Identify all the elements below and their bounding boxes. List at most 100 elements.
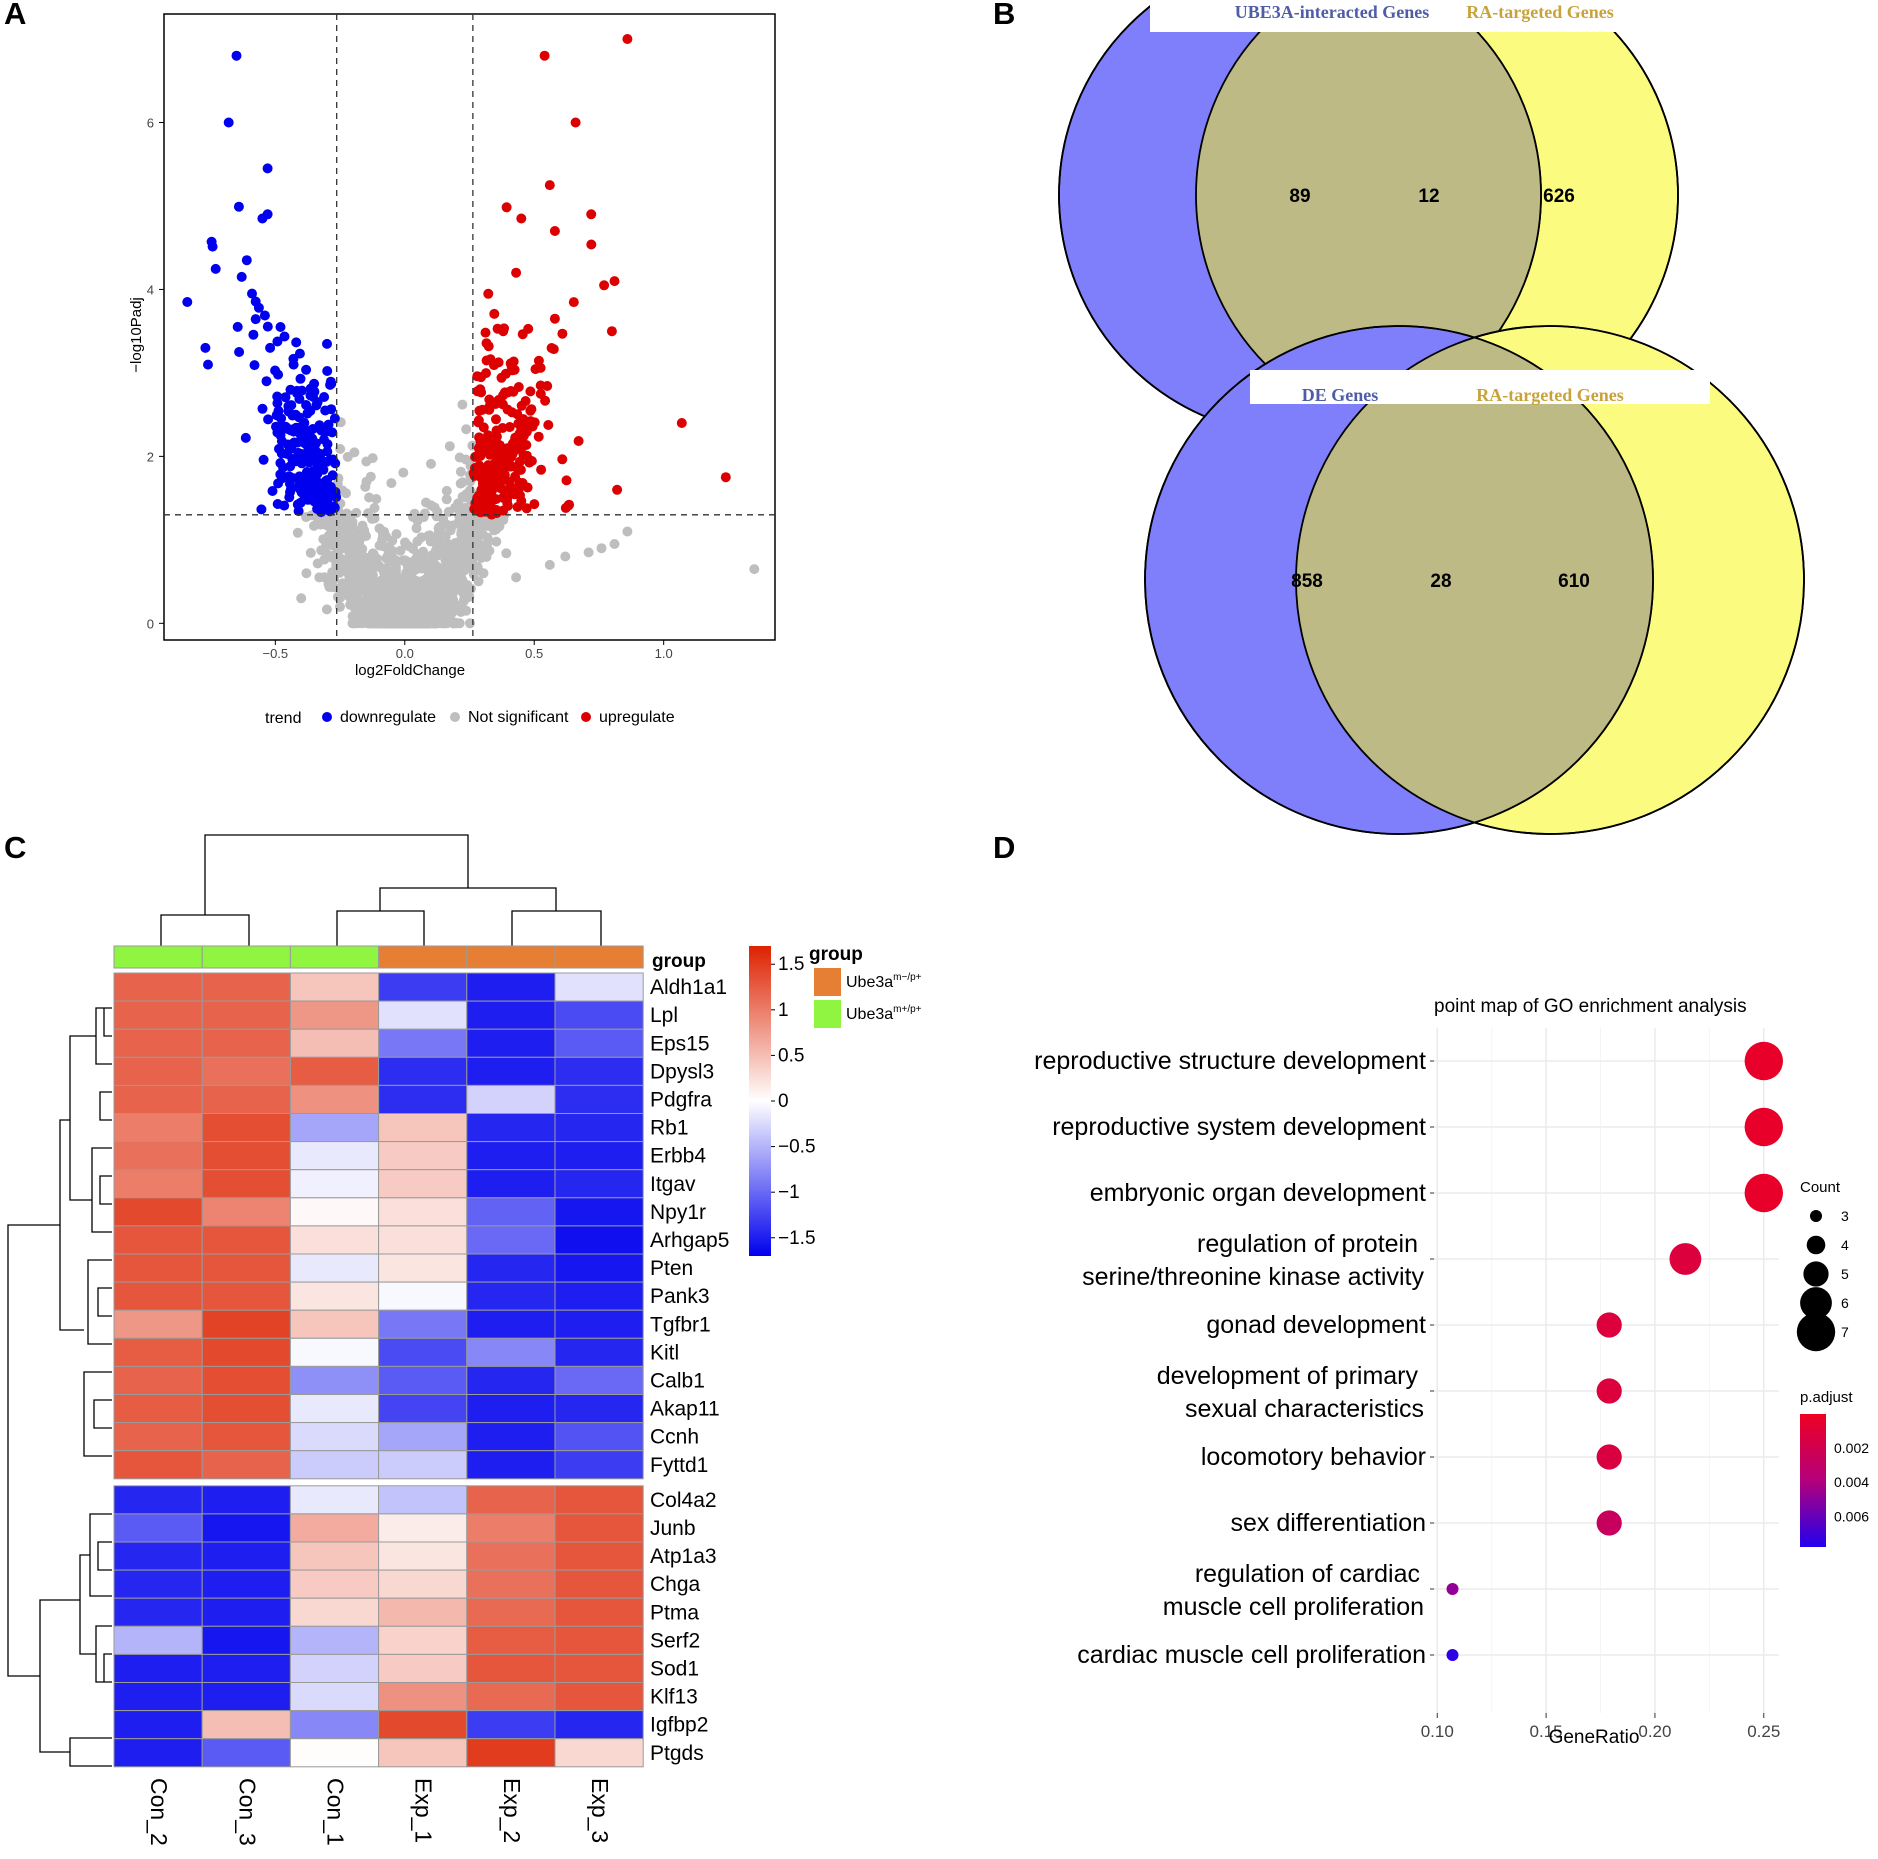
heatmap-cell (554, 1597, 644, 1627)
gene-point (335, 444, 346, 454)
gene-point (306, 491, 317, 502)
count-legend-label: 6 (1841, 1295, 1849, 1311)
heatmap-cell (554, 1309, 644, 1339)
gene-point (250, 296, 261, 307)
heatmap-cell (201, 1569, 291, 1599)
legend-key-down (322, 712, 332, 722)
gene-point (386, 478, 397, 489)
gene-point-upregulate (622, 34, 633, 44)
gene-point (287, 454, 298, 464)
heatmap-cell (466, 1281, 556, 1311)
volcano-x-ticks: −0.5 0.0 0.5 1.0 (262, 640, 673, 661)
heatmap-cell (378, 1450, 468, 1480)
heatmap-cell (289, 1141, 380, 1171)
heatmap-cell (113, 972, 203, 1002)
gene-point (267, 486, 278, 496)
heatmap-cell (554, 1513, 644, 1543)
heatmap-cell (289, 1653, 380, 1684)
heatmap-row-label: Akap11 (650, 1398, 720, 1421)
heatmap-cell (378, 1028, 468, 1058)
heatmap-cell (289, 1028, 380, 1058)
colorbar-ticks: 1.5 1 0.5 0 −0.5 −1 −1.5 (771, 954, 816, 1249)
gene-point (312, 458, 323, 469)
gene-point (335, 601, 345, 612)
gene-point-upregulate (570, 117, 581, 128)
gene-point (522, 482, 533, 493)
gene-point (319, 434, 329, 445)
gene-point (413, 583, 424, 594)
colorbar-gradient (749, 946, 771, 1256)
gene-point (326, 535, 337, 546)
heatmap-cell (113, 1253, 203, 1283)
gene-point (250, 314, 261, 325)
heatmap-cell (113, 1197, 203, 1227)
dendro-row-d (87, 1259, 112, 1345)
heatmap-cell (378, 1569, 468, 1599)
gene-point (474, 432, 485, 443)
gene-point (448, 567, 459, 578)
heatmap-cell (201, 1597, 291, 1627)
gene-point (501, 548, 512, 559)
gene-point (259, 310, 270, 321)
go-point (1446, 1649, 1459, 1661)
gene-point (379, 565, 390, 575)
venn-diagram-bottom: DE Genes RA-targeted Genes 858 28 610 (1144, 325, 1805, 835)
gene-point (483, 288, 494, 299)
heatmap-cell (378, 972, 468, 1002)
dendro-row-l (39, 1599, 80, 1753)
gene-point (427, 562, 438, 573)
heatmap-cell (554, 1738, 644, 1768)
padj-legend-title: p.adjust (1800, 1389, 1853, 1406)
go-term-label: regulation of cardiac muscle cell prolife… (1163, 1560, 1424, 1621)
heatmap-cell (113, 1422, 203, 1452)
heatmap-cell (201, 972, 291, 1002)
heatmap-cell (113, 1569, 203, 1599)
gene-point (509, 364, 520, 375)
y-tick-label: 0 (147, 616, 154, 631)
gene-point (472, 371, 483, 382)
gene-point-not-significant (296, 593, 307, 604)
gene-point (484, 449, 495, 460)
gene-point (454, 511, 465, 522)
gene-point-not-significant (583, 547, 594, 558)
heatmap-cell (466, 1000, 556, 1030)
dendro-row-b (99, 1091, 112, 1121)
heatmap-cell (466, 1710, 556, 1740)
gene-point (412, 536, 423, 547)
heatmap-cell (466, 1682, 556, 1712)
gene-point (499, 454, 510, 465)
go-x-tick-label: 0.25 (1747, 1722, 1780, 1741)
gene-point (491, 536, 502, 547)
gene-point (447, 520, 458, 531)
heatmap-column-label: Con_2 (146, 1778, 172, 1846)
heatmap-cell (289, 1394, 380, 1424)
go-term-label-line: sexual characteristics (1185, 1395, 1424, 1423)
gene-point (484, 404, 495, 415)
gene-point (483, 479, 494, 490)
group-legend-label-mut-base: Ube3a (846, 974, 893, 991)
gene-point (318, 534, 329, 545)
heatmap-row-label: Klf13 (650, 1686, 698, 1709)
y-tick-label: 6 (147, 116, 154, 131)
gene-point (207, 241, 218, 252)
gene-point-downregulate (247, 288, 257, 299)
gene-point (557, 454, 568, 465)
heatmap-cell (289, 1738, 380, 1768)
heatmap-cell (466, 1422, 556, 1452)
gene-point (307, 424, 318, 434)
heatmap-cell (378, 1253, 468, 1283)
gene-point (440, 531, 451, 542)
count-legend-dot (1796, 1312, 1836, 1352)
heatmap-cell (466, 1113, 556, 1143)
venn-bottom-left-outline (1144, 325, 1654, 835)
gene-point (381, 553, 392, 564)
gene-point (489, 360, 499, 371)
heatmap-cell (466, 1337, 556, 1367)
heatmap-cell (113, 1225, 203, 1255)
heatmap-cell (378, 1625, 468, 1655)
gene-point (516, 426, 527, 437)
group-annotation-cell (554, 945, 644, 969)
gene-point-not-significant (749, 564, 760, 575)
heatmap-cell (554, 1113, 644, 1143)
gene-point (501, 202, 512, 213)
